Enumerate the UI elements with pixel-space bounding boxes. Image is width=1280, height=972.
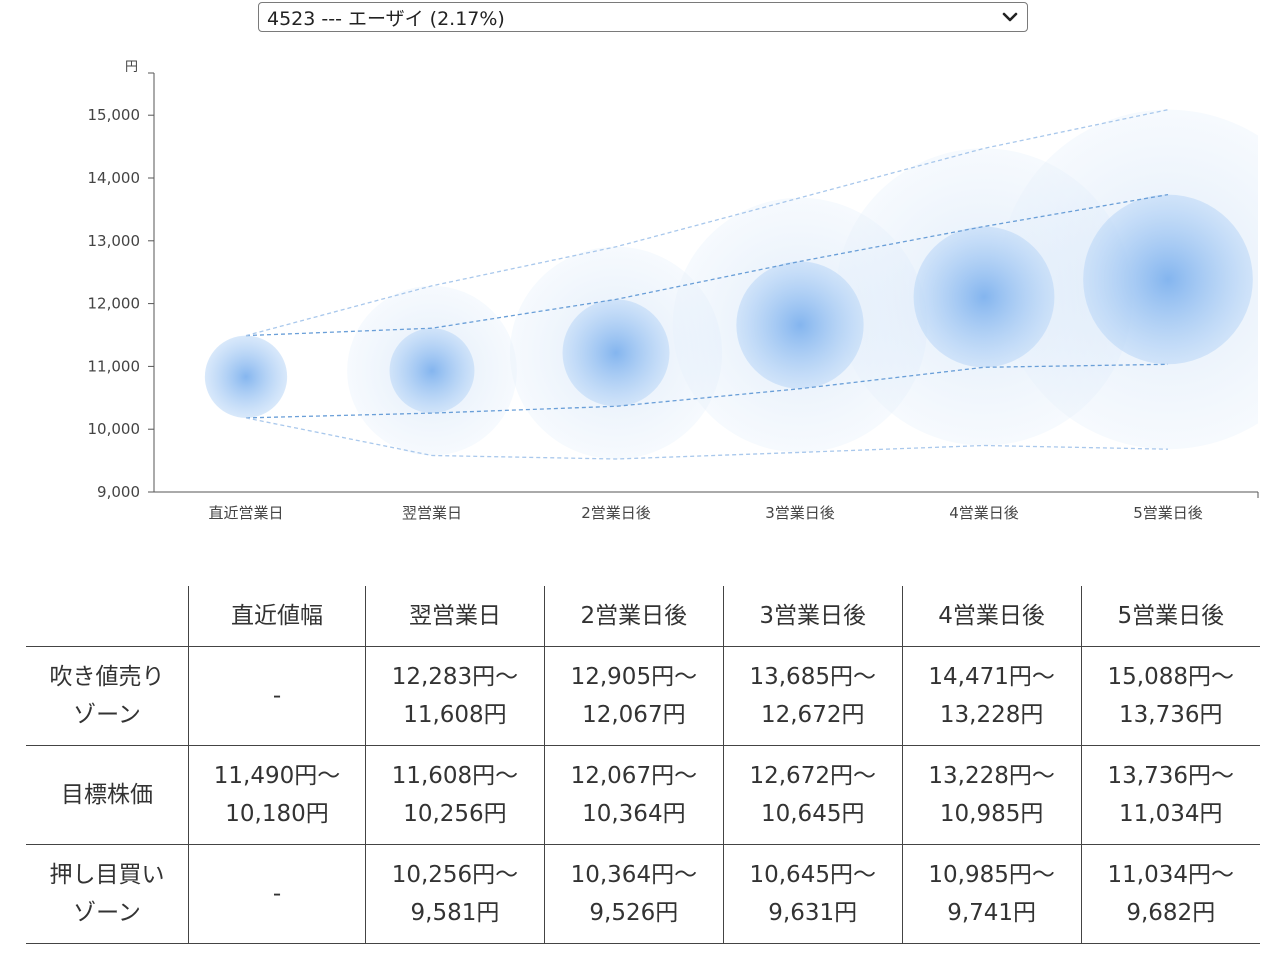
cell-text: 11,034円〜 [1107,862,1235,888]
table-row: 吹き値売り ゾーン - 12,283円〜 11,608円 12,905円〜 12,0… [26,646,1260,746]
cell-text: 9,581円 [410,900,500,926]
cell-text: 10,256円 [403,801,507,827]
row-label: 目標株価 [26,745,189,845]
cell-text: 10,180円 [225,801,329,827]
cell-text: 10,985円 [939,801,1044,827]
table-header-row: 直近値幅 翌営業日 2営業日後 3営業日後 4営業日後 5営業日後 [26,586,1260,647]
cell-text: 12,672円 [760,702,865,728]
buy-zone-line [245,417,1169,460]
x-tick-label: 2営業日後 [581,504,651,522]
cell-text: 11,490円〜 [213,763,341,789]
table-cell: 11,034円〜 9,682円 [1080,844,1260,944]
cell-text: 11,608円 [403,702,507,728]
target-bubble [1083,194,1253,365]
y-tick-label: 12,000 [88,295,141,313]
y-tick-label: 14,000 [88,169,141,187]
y-tick-label: 13,000 [88,232,141,250]
cell-text: 13,228円〜 [928,763,1055,789]
cell-text: 10,256円〜 [391,862,519,888]
table-cell: 12,672円〜 10,645円 [722,745,903,845]
table-row: 押し目買い ゾーン - 10,256円〜 9,581円 10,364円〜 9,526… [26,844,1260,944]
y-tick-label: 15,000 [88,106,141,124]
x-tick-label: 直近営業日 [208,504,283,522]
sell-zone-line [245,109,1169,337]
row-label: 吹き値売り ゾーン [26,646,189,746]
cell-text: 14,471円〜 [928,664,1055,690]
table-cell: - [188,844,366,944]
table-cell: 10,645円〜 9,631円 [722,844,903,944]
table-cell: 15,088円〜 13,736円 [1080,646,1260,746]
table-cell: 13,228円〜 10,985円 [901,745,1082,845]
cell-text: 10,364円〜 [570,862,698,888]
cell-text: 15,088円〜 [1107,664,1235,690]
cell-text: 12,905円〜 [570,664,698,690]
cell-text: 9,682円 [1126,900,1216,926]
cell-text: 9,741円 [947,900,1037,926]
header-cell: 3営業日後 [722,586,903,647]
cell-text: 10,985円〜 [928,862,1055,888]
header-cell [26,586,189,647]
stock-select[interactable]: 4523 --- エーザイ (2.17%) [258,2,1028,32]
y-axis-unit-label: 円 [125,60,138,75]
header-cell: 4営業日後 [901,586,1082,647]
y-tick-label: 9,000 [97,483,140,501]
cell-text: 12,283円〜 [391,664,519,690]
chevron-down-icon [1002,12,1018,22]
y-tick-label: 11,000 [88,357,141,375]
table-cell: 14,471円〜 13,228円 [901,646,1082,746]
stock-select-value: 4523 --- エーザイ (2.17%) [267,7,505,30]
cell-text: 11,608円〜 [391,763,519,789]
header-cell: 2営業日後 [543,586,724,647]
table-cell: 13,736円〜 11,034円 [1080,745,1260,845]
target-bubble [913,226,1055,368]
target-bubble [562,299,670,407]
table-cell: 11,608円〜 10,256円 [365,745,545,845]
target-bubble [389,328,475,414]
table-cell: 10,985円〜 9,741円 [901,844,1082,944]
table-cell: 12,905円〜 12,067円 [543,646,724,746]
cell-text: 11,034円 [1119,801,1223,827]
cell-text: 9,526円 [589,900,679,926]
cell-text: - [272,881,282,907]
cell-text: 13,736円 [1119,702,1223,728]
x-tick-label: 4営業日後 [949,504,1019,522]
cell-text: 12,067円〜 [570,763,698,789]
table-cell: 12,067円〜 10,364円 [543,745,724,845]
cell-text: - [272,683,282,709]
table-cell: 11,490円〜 10,180円 [188,745,366,845]
x-tick-label: 3営業日後 [765,504,835,522]
price-forecast-chart: 円 9,000 10,000 11,000 12,000 13,000 14,000 15,0… [88,60,1259,522]
target-bubble [204,335,288,418]
cell-text: 12,672円〜 [749,763,876,789]
target-bubble [736,261,864,389]
price-zone-table: 直近値幅 翌営業日 2営業日後 3営業日後 4営業日後 5営業日後 吹き値売り … [26,586,1260,944]
header-cell: 直近値幅 [188,586,366,647]
y-tick-label: 10,000 [88,420,141,438]
table-row: 目標株価 11,490円〜 10,180円 11,608円〜 10,256円 12,… [26,745,1260,845]
cell-text: 10,645円 [760,801,865,827]
x-tick-label: 5営業日後 [1133,504,1203,522]
x-tick-label: 翌営業日 [402,504,462,522]
header-cell: 5営業日後 [1080,586,1260,647]
target-low-line [245,363,1169,419]
cell-text: 13,736円〜 [1107,763,1235,789]
table-cell: 12,283円〜 11,608円 [365,646,545,746]
table-cell: 13,685円〜 12,672円 [722,646,903,746]
header-cell: 翌営業日 [365,586,545,647]
cell-text: 10,645円〜 [749,862,876,888]
cell-text: 10,364円 [582,801,686,827]
cell-text: 12,067円 [582,702,686,728]
table-cell: 10,364円〜 9,526円 [543,844,724,944]
cell-text: 9,631円 [768,900,858,926]
cell-text: 13,685円〜 [749,664,876,690]
table-cell: 10,256円〜 9,581円 [365,844,545,944]
target-high-line [245,193,1169,337]
row-label: 押し目買い ゾーン [26,844,189,944]
table-cell: - [188,646,366,746]
cell-text: 13,228円 [939,702,1044,728]
